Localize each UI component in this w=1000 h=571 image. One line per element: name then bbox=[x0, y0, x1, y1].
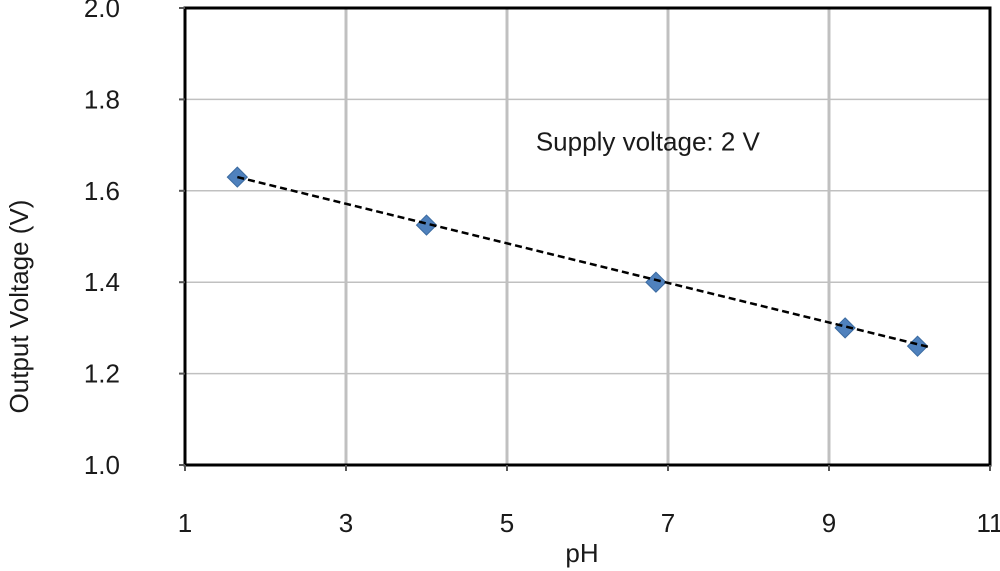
data-points bbox=[226, 166, 929, 357]
x-tick-label: 3 bbox=[339, 508, 353, 538]
x-tick-label: 9 bbox=[822, 508, 836, 538]
annotations: Supply voltage: 2 V bbox=[536, 127, 761, 157]
y-tick-label: 1.8 bbox=[84, 84, 120, 114]
y-tick-labels: 1.0 1.2 1.4 1.6 1.8 2.0 bbox=[84, 0, 120, 480]
x-tick-labels: 1 3 5 7 9 11 bbox=[178, 508, 1000, 538]
x-tick-label: 7 bbox=[661, 508, 675, 538]
y-tick-label: 2.0 bbox=[84, 0, 120, 23]
x-tick-label: 5 bbox=[500, 508, 514, 538]
y-tick-label: 1.0 bbox=[84, 450, 120, 480]
grid-lines bbox=[185, 8, 990, 465]
plot-area-frame bbox=[183, 6, 992, 467]
y-axis-title: Output Voltage (V) bbox=[4, 200, 34, 414]
axis-ticks bbox=[179, 7, 991, 471]
y-tick-label: 1.4 bbox=[84, 267, 120, 297]
y-tick-label: 1.6 bbox=[84, 176, 120, 206]
x-tick-label: 1 bbox=[178, 508, 192, 538]
trendline bbox=[237, 175, 930, 349]
x-axis-title: pH bbox=[565, 538, 598, 568]
chart-annotation: Supply voltage: 2 V bbox=[536, 127, 761, 157]
x-tick-label: 11 bbox=[977, 508, 1000, 538]
y-tick-label: 1.2 bbox=[84, 359, 120, 389]
